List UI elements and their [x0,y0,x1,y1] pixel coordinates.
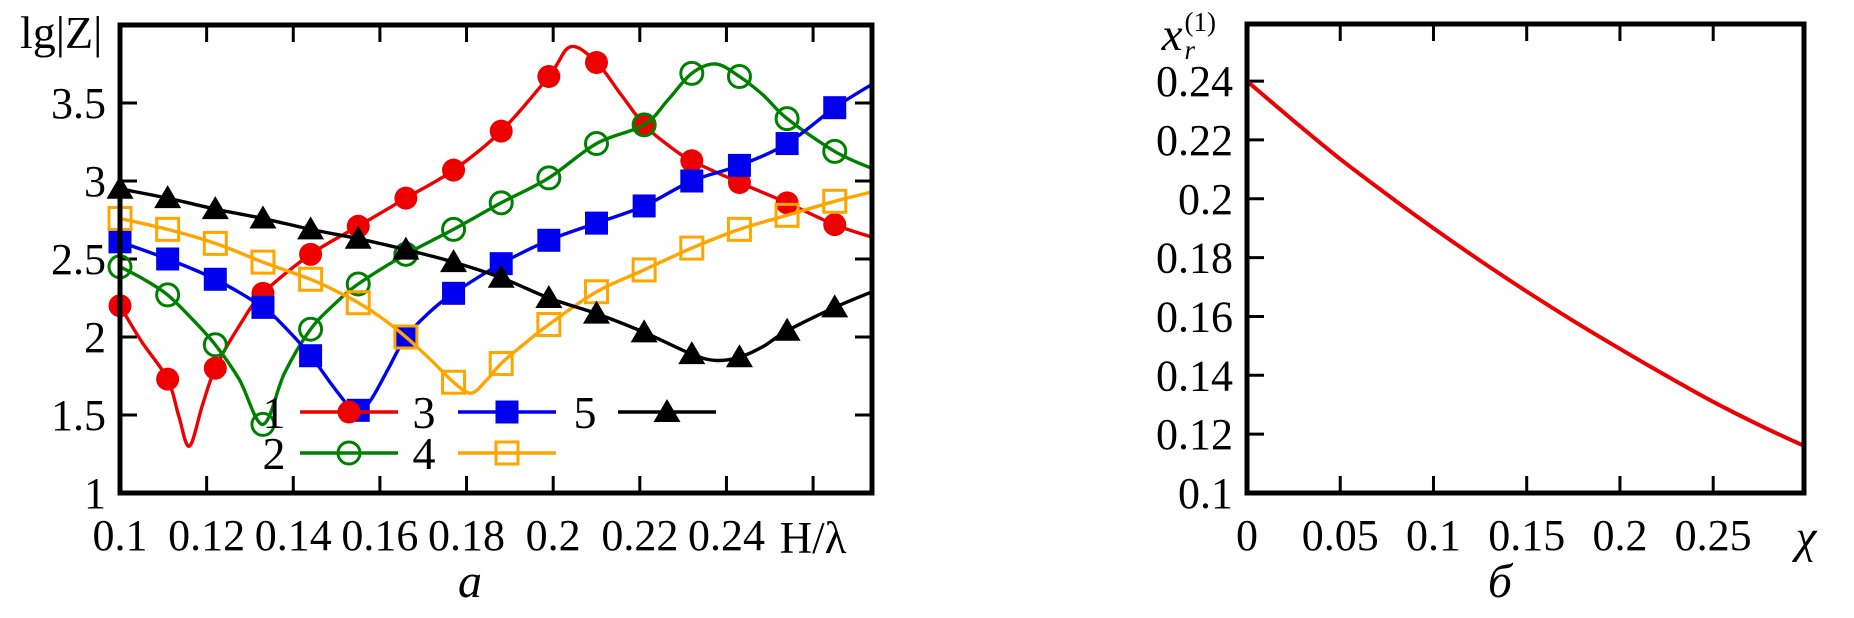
chart-a-series-5 [106,175,873,368]
legend-label-4: 4 [413,428,436,479]
x-tick-label: 0.15 [1488,511,1565,560]
chart-b-frame [1244,21,1807,496]
chart-b-ticks [1247,24,1715,493]
chart-b-y-axis-title: x (1) r [1056,7,1216,65]
chart-a-legend: 1 3 5 2 4 [263,387,716,479]
x-tick-label: 0.05 [1302,511,1379,560]
y-tick-label: 0.2 [1178,175,1233,224]
y-tick-label: 2.5 [51,235,106,284]
chart-b-y-title-base: x [1161,9,1183,61]
y-tick-label: 0.22 [1156,116,1233,165]
chart-b-series-x_r_1 [1245,79,1805,448]
x-tick-label: 0.1 [1406,511,1461,560]
chart-a-ticks [120,25,872,493]
chart-b-y-title-subscript: r [1184,34,1196,65]
chart-a-series-2 [107,60,873,437]
chart-a-caption: a [458,555,482,608]
x-tick-label: 0.12 [168,511,245,560]
chart-b-caption: б [1487,555,1513,608]
x-tick-label: 0.25 [1675,511,1752,560]
x-tick-label: 0.14 [255,511,332,560]
y-tick-label: 0.14 [1156,351,1233,400]
series-4-curve [119,190,873,395]
legend-label-1: 1 [263,387,286,438]
y-tick-label: 0.1 [1178,469,1233,518]
chart-b-tick-labels: 0 0.05 0.1 0.15 0.2 0.25 0.1 0.12 0.14 0.16 0.18 0.… [1156,57,1752,560]
series-x_r_1-curve [1245,79,1805,448]
x-tick-label: 0.2 [1592,511,1647,560]
y-tick-label: 1 [84,469,106,518]
y-tick-label: 3 [84,157,106,206]
y-tick-label: 2 [84,313,106,362]
x-tick-label: 0.1 [93,511,148,560]
chart-a-tick-labels: 0.1 0.12 0.14 0.16 0.18 0.2 0.22 0.24 1 1.5 2 2.5 3 3… [51,79,765,560]
series-1-curve [118,44,873,448]
x-tick-label: 0 [1236,511,1258,560]
x-tick-label: 0.18 [428,511,505,560]
x-tick-label: 0.16 [341,511,418,560]
chart-a-frame [117,22,875,496]
chart-a-y-axis-title: lg|Z| [20,7,103,58]
y-tick-label: 0.18 [1156,234,1233,283]
x-tick-label: 0.2 [526,511,581,560]
x-tick-label: 0.22 [601,511,678,560]
chart-a: 0.1 0.12 0.14 0.16 0.18 0.2 0.22 0.24 1 1.5 2 2.5 3 3… [51,22,875,560]
y-tick-label: 0.12 [1156,410,1233,459]
chart-b: 0 0.05 0.1 0.15 0.2 0.25 0.1 0.12 0.14 0.16 0.18 0.… [1156,21,1807,560]
y-tick-label: 0.16 [1156,292,1233,341]
legend-label-2: 2 [263,428,286,479]
chart-b-x-axis-title: χ [1795,511,1817,563]
y-tick-label: 3.5 [51,79,106,128]
chart-b-y-title-superscript: (1) [1184,7,1216,37]
legend-label-3: 3 [413,387,436,438]
chart-a-x-axis-title: H/λ [779,513,847,563]
y-tick-label: 1.5 [51,391,106,440]
x-tick-label: 0.24 [688,511,765,560]
y-tick-label: 0.24 [1156,57,1233,106]
legend-label-5: 5 [574,387,597,438]
series-2-curve [119,62,873,427]
